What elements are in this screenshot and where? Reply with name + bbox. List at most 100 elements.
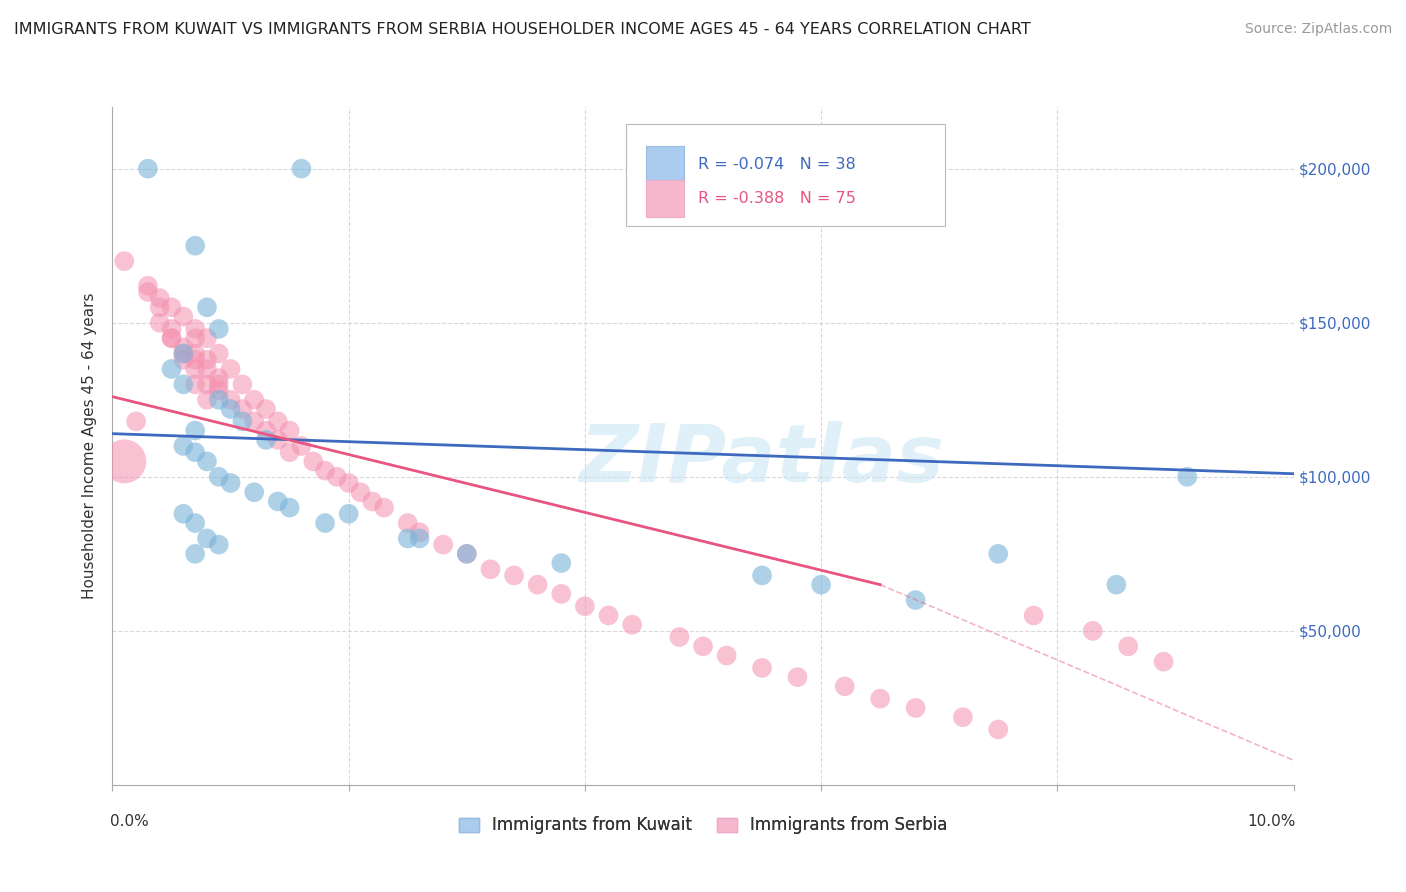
Text: R = -0.074   N = 38: R = -0.074 N = 38 [699,157,856,172]
Point [136,285,159,299]
Point [314,464,336,478]
Point [149,291,172,305]
Point [149,316,172,330]
Point [195,532,218,546]
Point [136,278,159,293]
Point [208,346,231,360]
Point [195,301,218,315]
Point [834,679,856,693]
Point [231,377,253,392]
Point [172,346,194,360]
Text: IMMIGRANTS FROM KUWAIT VS IMMIGRANTS FROM SERBIA HOUSEHOLDER INCOME AGES 45 - 64: IMMIGRANTS FROM KUWAIT VS IMMIGRANTS FRO… [14,22,1031,37]
Point [668,630,690,644]
Point [208,377,231,392]
Point [550,556,572,570]
Point [184,331,207,345]
Point [125,414,148,428]
Point [254,424,277,438]
Point [243,392,266,407]
Point [869,691,891,706]
Point [326,470,349,484]
Point [373,500,395,515]
Y-axis label: Householder Income Ages 45 - 64 years: Householder Income Ages 45 - 64 years [82,293,97,599]
Point [208,392,231,407]
Point [172,439,194,453]
Point [786,670,808,684]
Point [904,593,927,607]
Point [349,485,371,500]
Point [195,362,218,376]
Point [112,454,135,468]
Point [184,238,207,252]
Point [184,516,207,530]
Point [184,322,207,336]
Point [302,454,325,468]
Point [987,723,1010,737]
Point [267,494,290,508]
Text: 10.0%: 10.0% [1247,814,1296,829]
Point [184,424,207,438]
Point [952,710,974,724]
Point [208,470,231,484]
Point [149,301,172,315]
Point [1105,577,1128,591]
Text: R = -0.388   N = 75: R = -0.388 N = 75 [699,191,856,206]
Point [208,371,231,385]
Point [254,402,277,417]
Point [172,377,194,392]
Point [184,445,207,459]
Point [184,377,207,392]
Point [208,322,231,336]
Point [278,500,301,515]
Point [219,362,242,376]
Point [195,377,218,392]
Legend: Immigrants from Kuwait, Immigrants from Serbia: Immigrants from Kuwait, Immigrants from … [451,810,955,841]
Point [172,507,194,521]
Point [278,424,301,438]
Point [290,439,312,453]
Point [479,562,502,576]
Point [243,485,266,500]
Point [160,362,183,376]
Point [172,310,194,324]
Point [172,352,194,367]
Point [337,475,360,490]
Point [208,538,231,552]
FancyBboxPatch shape [626,124,945,226]
Text: ZIPatlas: ZIPatlas [579,420,945,499]
Point [314,516,336,530]
Point [184,346,207,360]
Point [172,346,194,360]
Point [195,331,218,345]
Point [219,475,242,490]
Text: 0.0%: 0.0% [110,814,149,829]
Point [195,392,218,407]
Point [160,331,183,345]
Point [408,525,430,540]
Point [456,547,478,561]
Point [751,568,773,582]
Point [1081,624,1104,638]
Bar [647,146,685,184]
Point [987,547,1010,561]
Point [278,445,301,459]
Point [231,402,253,417]
Point [904,701,927,715]
Point [751,661,773,675]
Point [456,547,478,561]
Point [1153,655,1175,669]
Point [195,454,218,468]
Point [219,392,242,407]
Point [254,433,277,447]
Text: Source: ZipAtlas.com: Source: ZipAtlas.com [1244,22,1392,37]
Point [160,322,183,336]
Point [243,414,266,428]
Bar [647,180,685,218]
Point [396,516,419,530]
Point [1022,608,1045,623]
Point [184,547,207,561]
Point [621,617,644,632]
Point [208,384,231,398]
Point [526,577,548,591]
Point [195,352,218,367]
